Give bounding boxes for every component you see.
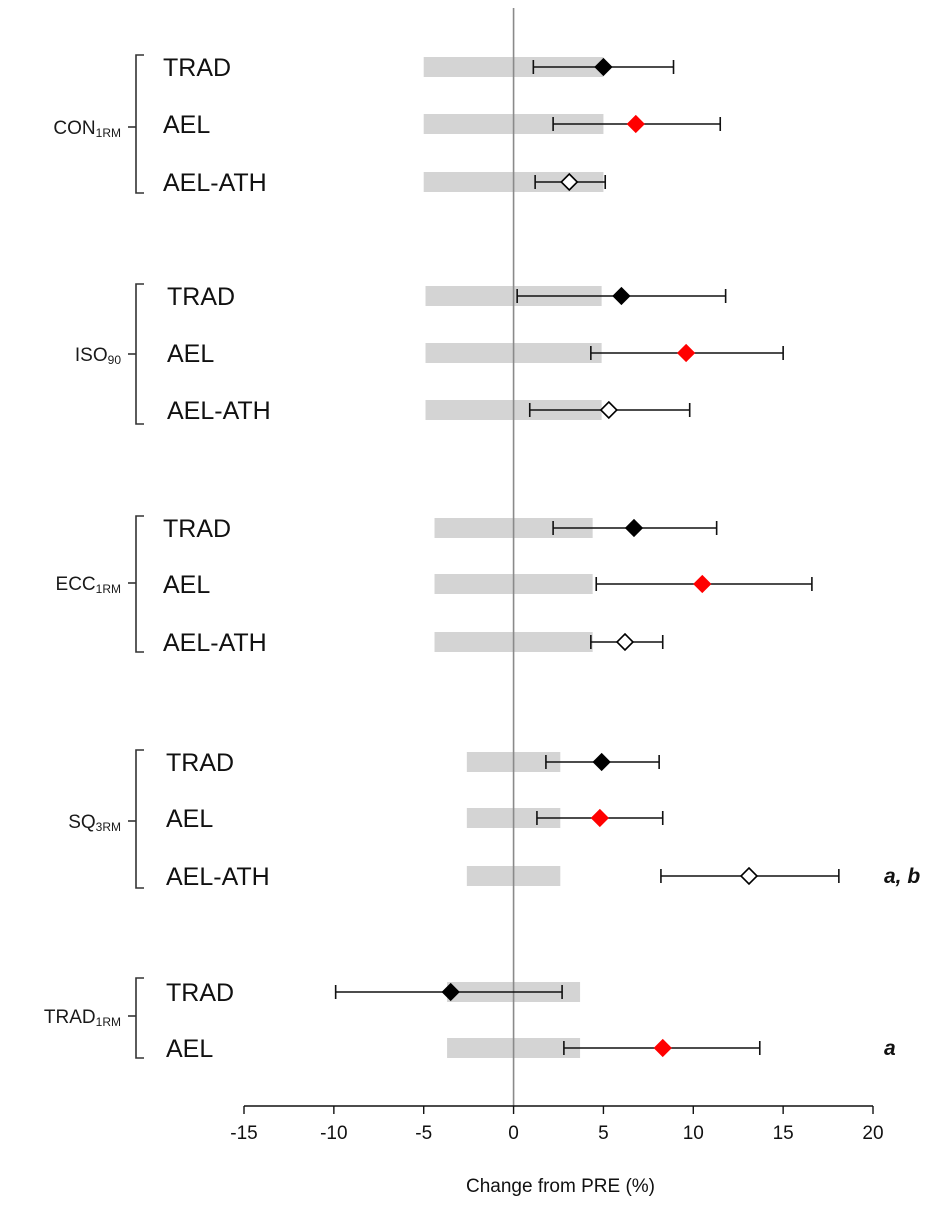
- group-label: TRAD1RM: [44, 1007, 121, 1029]
- mean-marker: [592, 752, 611, 772]
- x-tick-label: 0: [508, 1123, 519, 1144]
- condition-label: AEL-ATH: [166, 863, 270, 891]
- condition-label: AEL-ATH: [163, 629, 267, 657]
- group-label-main: CON: [53, 118, 95, 139]
- condition-label: AEL: [163, 571, 210, 599]
- condition-label: TRAD: [167, 283, 235, 311]
- x-tick-label: 5: [598, 1123, 609, 1144]
- group-label-main: ECC: [56, 574, 96, 595]
- condition-label: AEL: [166, 1035, 213, 1063]
- group-label-sub: 90: [108, 353, 122, 367]
- x-tick-label: 10: [683, 1123, 704, 1144]
- condition-label: AEL-ATH: [167, 397, 271, 425]
- group-label-sub: 1RM: [96, 126, 121, 140]
- mean-marker: [653, 1038, 672, 1058]
- x-tick-label: -15: [230, 1123, 257, 1144]
- x-axis-label: Change from PRE (%): [466, 1176, 655, 1197]
- group-bracket: [135, 749, 144, 889]
- group-label: ECC1RM: [56, 574, 121, 596]
- condition-label: TRAD: [163, 515, 231, 543]
- x-axis: -15 -10 -5 0 5 10 15 20: [230, 1105, 884, 1144]
- condition-label: AEL: [167, 340, 214, 368]
- significance-annotation: a, b: [884, 865, 920, 888]
- condition-label: AEL: [163, 111, 210, 139]
- group-label-main: SQ: [68, 812, 95, 833]
- condition-label: TRAD: [166, 979, 234, 1007]
- x-tick-label: -5: [415, 1123, 432, 1144]
- mean-marker: [624, 518, 644, 538]
- mean-marker: [599, 400, 618, 420]
- x-tick-label: 20: [862, 1123, 883, 1144]
- mean-marker: [626, 114, 645, 134]
- condition-label: TRAD: [163, 54, 231, 82]
- mean-marker: [739, 866, 759, 886]
- condition-label: AEL: [166, 805, 213, 833]
- group-label-sub: 1RM: [96, 582, 121, 596]
- group-label-main: TRAD: [44, 1007, 96, 1028]
- group-label-sub: 1RM: [96, 1015, 121, 1029]
- group-bracket: [135, 515, 144, 653]
- group-label: ISO90: [75, 345, 121, 367]
- group-label-main: ISO: [75, 345, 108, 366]
- condition-label: TRAD: [166, 749, 234, 777]
- mean-marker: [590, 808, 609, 828]
- group-label-sub: 3RM: [96, 820, 121, 834]
- mean-marker: [676, 343, 696, 363]
- rows-layer: TRAD AEL AEL-ATH TRAD AEL AEL-ATH TRAD AEL AEL-A…: [163, 54, 920, 1063]
- x-tick-label: -10: [320, 1123, 347, 1144]
- mean-marker: [560, 172, 579, 192]
- group-label: CON1RM: [53, 118, 121, 140]
- mean-marker: [693, 574, 712, 594]
- mean-marker: [612, 286, 631, 306]
- group-bracket: [135, 977, 144, 1059]
- condition-label: AEL-ATH: [163, 169, 267, 197]
- group-bracket: [135, 283, 144, 425]
- group-label: SQ3RM: [68, 812, 121, 834]
- mean-marker: [615, 632, 635, 652]
- significance-annotation: a: [884, 1037, 896, 1060]
- group-bracket: [135, 54, 144, 194]
- x-tick-label: 15: [773, 1123, 794, 1144]
- mean-marker: [441, 982, 460, 1002]
- mean-marker: [594, 57, 613, 77]
